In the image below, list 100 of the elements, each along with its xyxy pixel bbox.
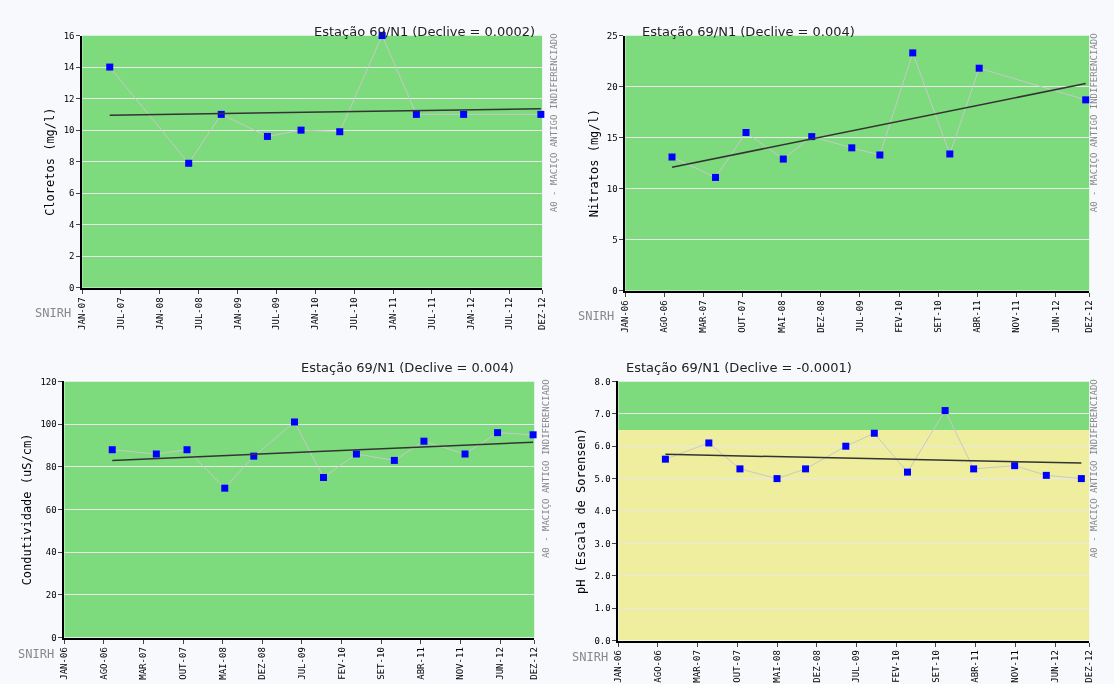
annotation: A0 - MACIÇO ANTIGO INDIFERENCIADO xyxy=(1089,379,1100,559)
x-tick-label: JUL-09 xyxy=(271,297,282,330)
x-tick-label: NOV-11 xyxy=(1010,650,1021,683)
y-tick-label: 20 xyxy=(606,81,618,92)
x-tick-label: DEZ-12 xyxy=(537,297,548,330)
y-axis-title: Cloretos (mg/l) xyxy=(43,107,58,216)
text: SNIRH xyxy=(578,309,615,323)
text: A0 - MACIÇO ANTIGO INDIFERENCIADO xyxy=(541,379,552,559)
point xyxy=(712,173,720,181)
x-tick-label: JAN-08 xyxy=(154,297,165,330)
point xyxy=(1077,475,1085,483)
y-tick-label: 3.0 xyxy=(594,538,611,549)
x-tick-label: DEZ-12 xyxy=(529,647,540,680)
text: SNIRH xyxy=(35,306,72,320)
x-tick-label: JUN-12 xyxy=(1050,650,1060,683)
point xyxy=(494,429,502,437)
x-tick-label: ABR-11 xyxy=(415,647,426,680)
x-tick-label: JUN-12 xyxy=(1050,300,1061,333)
y-tick-label: 12 xyxy=(63,93,75,104)
annotation: A0 - MACIÇO ANTIGO INDIFERENCIADO xyxy=(1088,33,1099,213)
point xyxy=(460,110,468,118)
point xyxy=(975,64,983,72)
text: SNIRH xyxy=(18,647,55,661)
point xyxy=(1042,471,1050,479)
point xyxy=(291,418,298,426)
point xyxy=(842,442,850,450)
text: A0 - MACIÇO ANTIGO INDIFERENCIADO xyxy=(548,33,559,213)
x-tick-label: SET-10 xyxy=(930,650,941,683)
point xyxy=(461,450,469,458)
y-tick-label: 60 xyxy=(45,504,57,515)
y-tick-label: 120 xyxy=(40,376,57,387)
point xyxy=(1082,96,1090,104)
point xyxy=(152,450,160,458)
point xyxy=(946,150,954,158)
y-axis-title: pH (Escala de Sorensen) xyxy=(574,427,589,595)
x-tick-label: MAI-08 xyxy=(771,650,782,683)
x-tick-label: DEZ-08 xyxy=(811,650,822,683)
y-tick-label: 4.0 xyxy=(594,506,611,517)
x-tick-label: JUL-07 xyxy=(115,297,126,330)
point xyxy=(903,468,911,476)
y-tick-label: 6 xyxy=(69,188,75,199)
x-tick-label: JUL-09 xyxy=(296,647,307,680)
x-tick-label: JAN-06 xyxy=(59,647,70,680)
x-tick-label: MAI-08 xyxy=(776,300,787,333)
point xyxy=(336,128,344,136)
x-tick-label: MAR-07 xyxy=(692,650,703,683)
x-tick-label: FEV-10 xyxy=(894,300,905,333)
y-tick-label: 8 xyxy=(69,156,75,167)
x-tick-label: FEV-10 xyxy=(336,647,347,680)
y-tick-label: 100 xyxy=(40,419,57,430)
x-tick-label: JUL-12 xyxy=(504,297,515,330)
point xyxy=(870,429,878,437)
y-tick-label: 0.0 xyxy=(594,635,611,646)
y-tick-label: 5 xyxy=(612,234,618,245)
x-tick-label: NOV-11 xyxy=(1011,300,1022,333)
point xyxy=(970,465,978,473)
point xyxy=(185,159,193,167)
point xyxy=(108,446,116,454)
point xyxy=(106,63,114,71)
x-tick-label: SET-10 xyxy=(376,647,387,680)
x-tick-label: AGO-06 xyxy=(652,650,663,683)
chart-title: Estação 69/N1 (Declive = 0.004) xyxy=(642,24,855,39)
point xyxy=(420,437,428,445)
y-tick-label: 14 xyxy=(63,62,75,73)
x-tick-label: JAN-12 xyxy=(465,297,476,330)
x-tick-label: ABR-11 xyxy=(972,300,983,333)
point xyxy=(320,473,328,481)
y-tick-label: 40 xyxy=(45,547,57,558)
x-tick-label: AGO-06 xyxy=(659,300,670,333)
chart-title: Estação 69/N1 (Declive = 0.0002) xyxy=(314,24,536,39)
point xyxy=(221,484,229,492)
y-tick-label: 10 xyxy=(606,183,618,194)
y-tick-label: 4 xyxy=(69,219,75,230)
y-tick-label: 0 xyxy=(51,632,57,643)
y-tick-label: 0 xyxy=(69,282,75,293)
y-tick-label: 2.0 xyxy=(594,570,611,581)
point xyxy=(705,439,713,447)
x-tick-label: DEZ-12 xyxy=(1084,300,1095,333)
y-tick-label: 10 xyxy=(63,125,75,136)
x-tick-label: DEZ-08 xyxy=(815,300,826,333)
x-tick-label: JAN-06 xyxy=(620,300,631,333)
x-tick-label: JAN-10 xyxy=(310,297,321,330)
x-tick-label: AGO-06 xyxy=(98,647,109,680)
chart-title: Estação 69/N1 (Declive = 0.004) xyxy=(301,360,514,375)
x-tick-label: ABR-11 xyxy=(970,650,981,683)
point xyxy=(183,446,191,454)
y-tick-label: 8.0 xyxy=(594,376,611,387)
x-tick-label: SET-10 xyxy=(933,300,944,333)
x-tick-label: JUL-09 xyxy=(854,300,865,333)
x-tick-label: JAN-06 xyxy=(613,650,624,683)
y-tick-label: 2 xyxy=(69,251,75,262)
point xyxy=(941,407,949,415)
point xyxy=(537,110,545,118)
point xyxy=(773,475,781,483)
x-tick-label: JUL-10 xyxy=(348,297,359,330)
x-tick-label: MAR-07 xyxy=(698,300,709,333)
point xyxy=(352,450,360,458)
y-tick-label: 1.0 xyxy=(594,603,611,614)
x-tick-label: MAR-07 xyxy=(138,647,149,680)
x-tick-label: OUT-07 xyxy=(737,300,748,333)
